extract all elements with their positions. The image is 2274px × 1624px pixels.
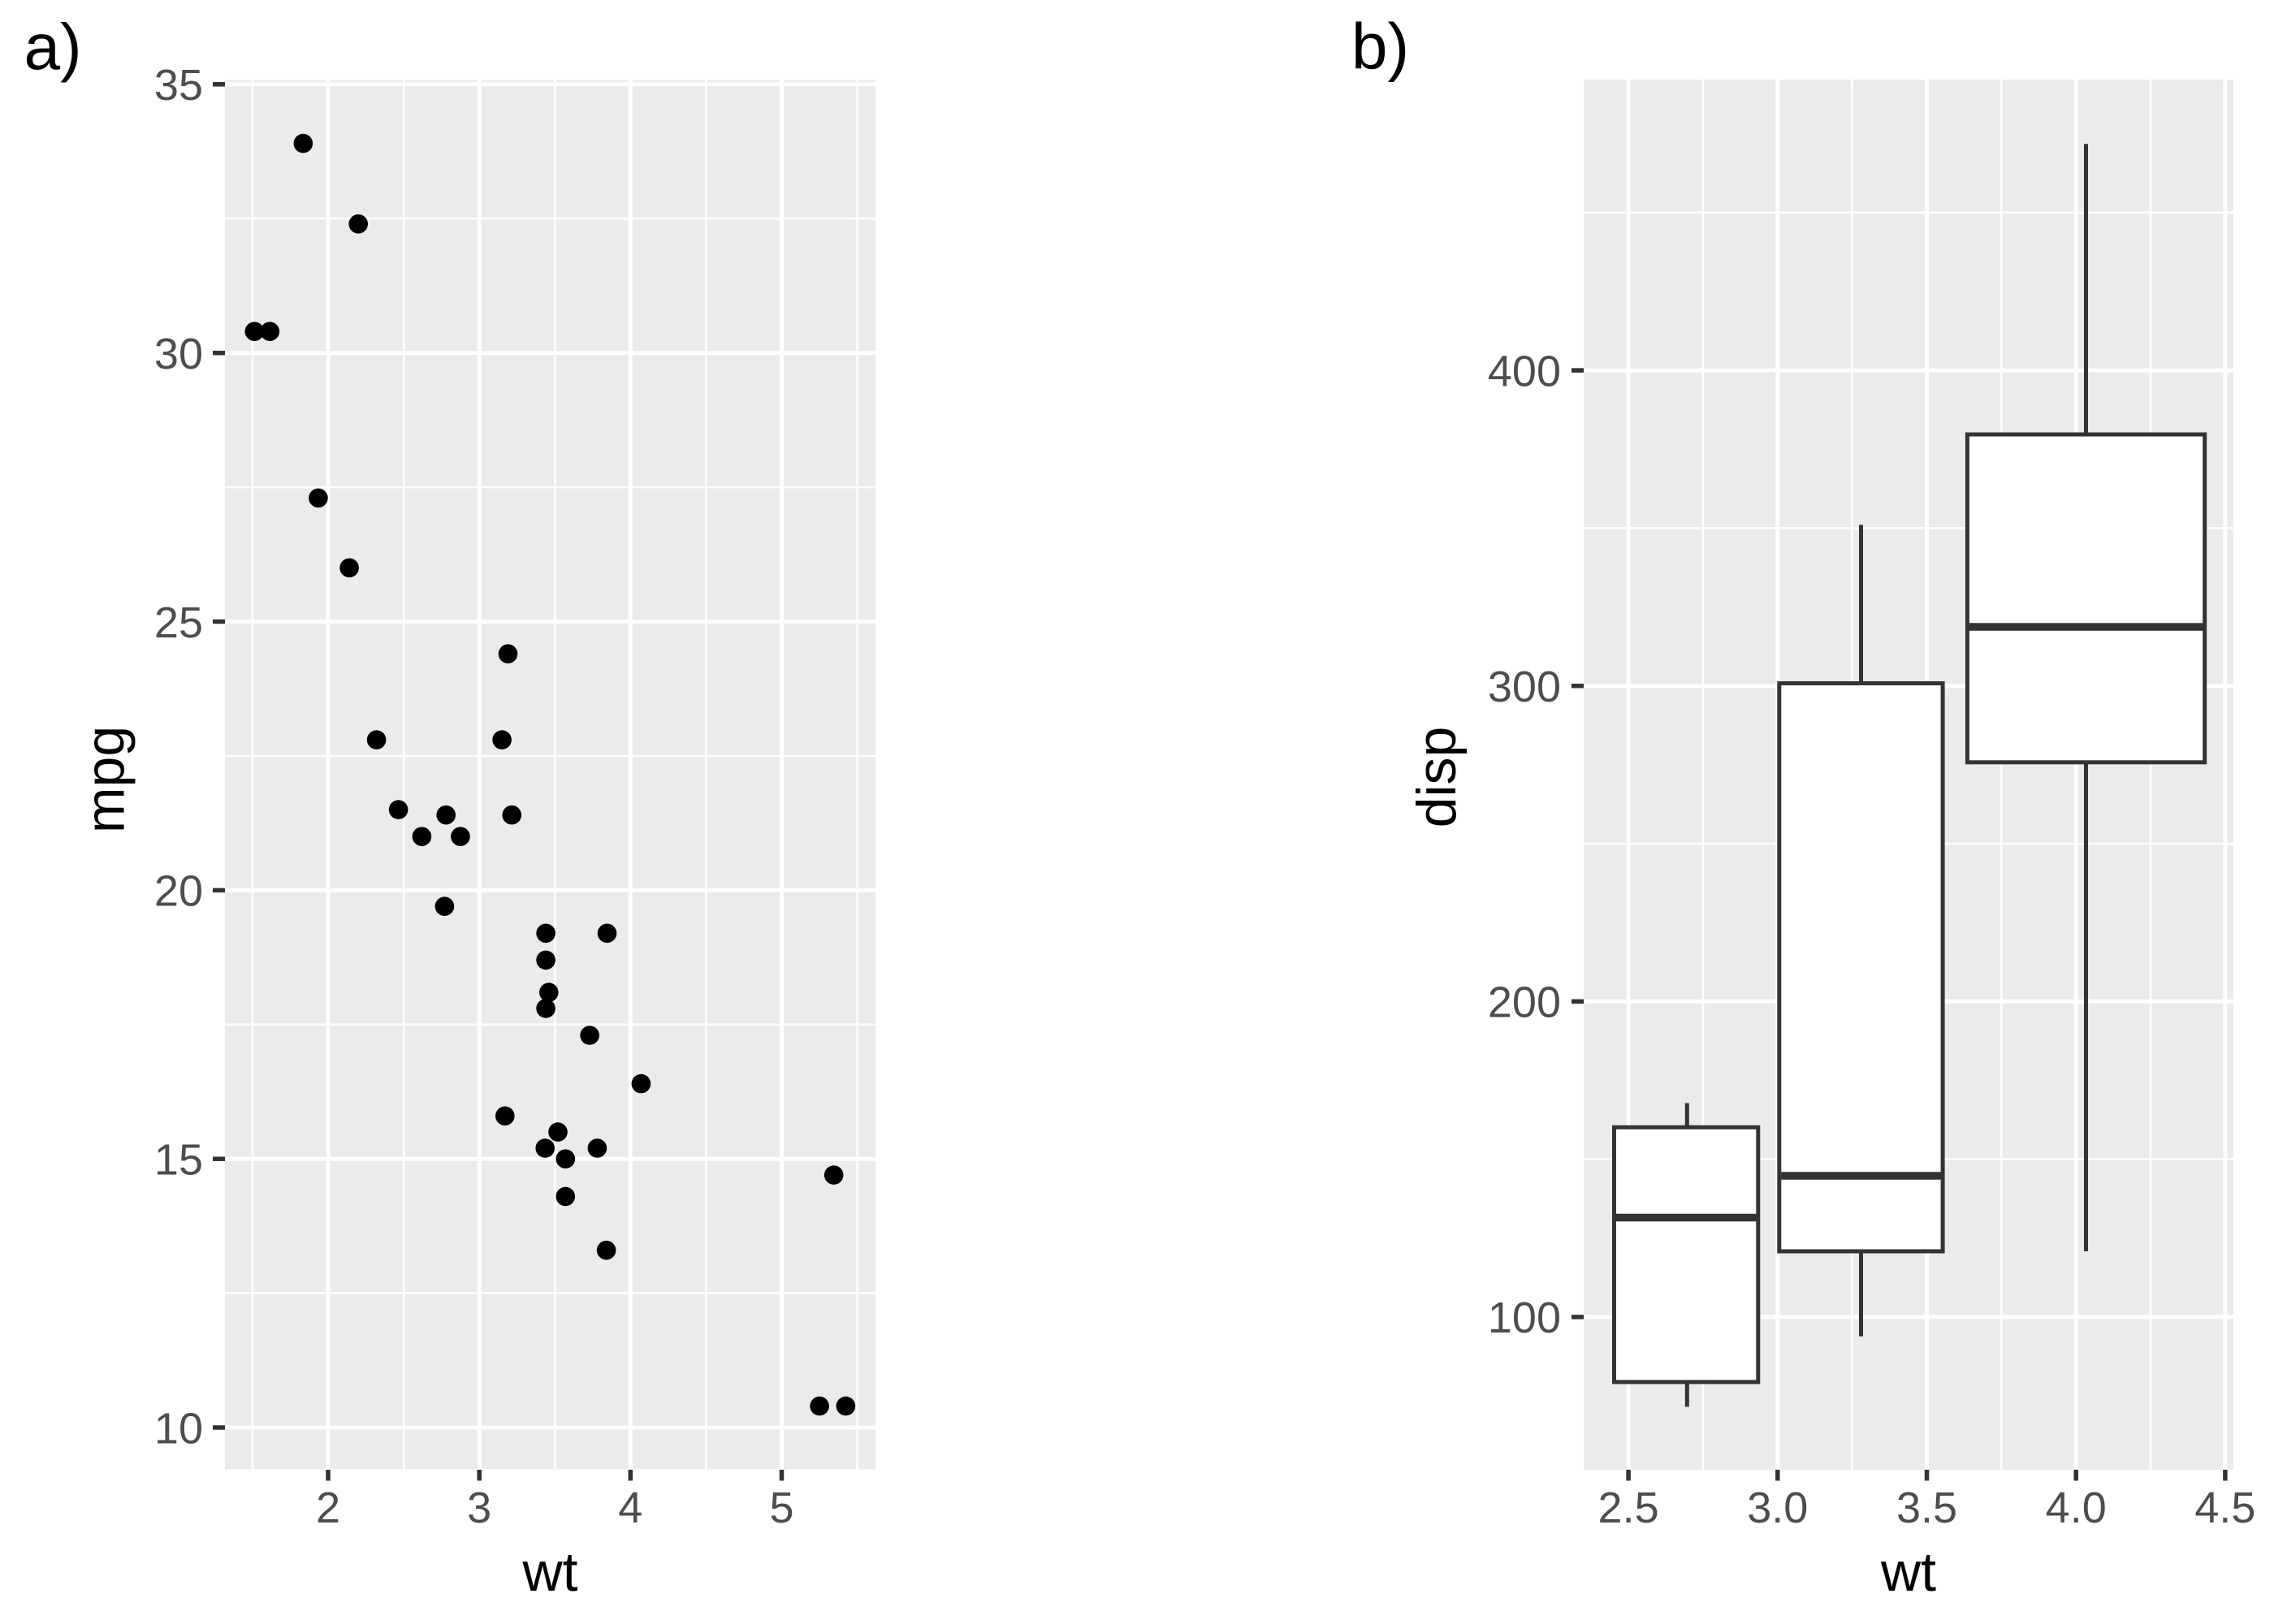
svg-text:3.0: 3.0 bbox=[1747, 1484, 1808, 1532]
svg-text:4.0: 4.0 bbox=[2046, 1484, 2107, 1532]
svg-text:a): a) bbox=[24, 11, 82, 83]
svg-text:100: 100 bbox=[1488, 1294, 1561, 1342]
svg-text:mpg: mpg bbox=[75, 726, 136, 833]
svg-text:15: 15 bbox=[154, 1136, 203, 1185]
svg-text:disp: disp bbox=[1406, 727, 1468, 828]
svg-text:4.5: 4.5 bbox=[2194, 1484, 2255, 1532]
svg-text:400: 400 bbox=[1488, 347, 1561, 395]
svg-text:35: 35 bbox=[154, 61, 203, 110]
svg-text:3: 3 bbox=[467, 1484, 491, 1532]
svg-text:5: 5 bbox=[769, 1484, 793, 1532]
svg-text:2.5: 2.5 bbox=[1598, 1484, 1659, 1532]
svg-text:2: 2 bbox=[316, 1484, 340, 1532]
svg-text:25: 25 bbox=[154, 598, 203, 647]
svg-text:10: 10 bbox=[154, 1404, 203, 1453]
svg-text:300: 300 bbox=[1488, 663, 1561, 711]
svg-text:3.5: 3.5 bbox=[1896, 1484, 1957, 1532]
svg-text:b): b) bbox=[1351, 11, 1409, 83]
svg-text:wt: wt bbox=[522, 1541, 578, 1603]
svg-text:20: 20 bbox=[154, 867, 203, 916]
svg-text:200: 200 bbox=[1488, 978, 1561, 1027]
svg-text:4: 4 bbox=[618, 1484, 642, 1532]
svg-text:30: 30 bbox=[154, 330, 203, 378]
svg-text:wt: wt bbox=[1880, 1541, 1936, 1603]
